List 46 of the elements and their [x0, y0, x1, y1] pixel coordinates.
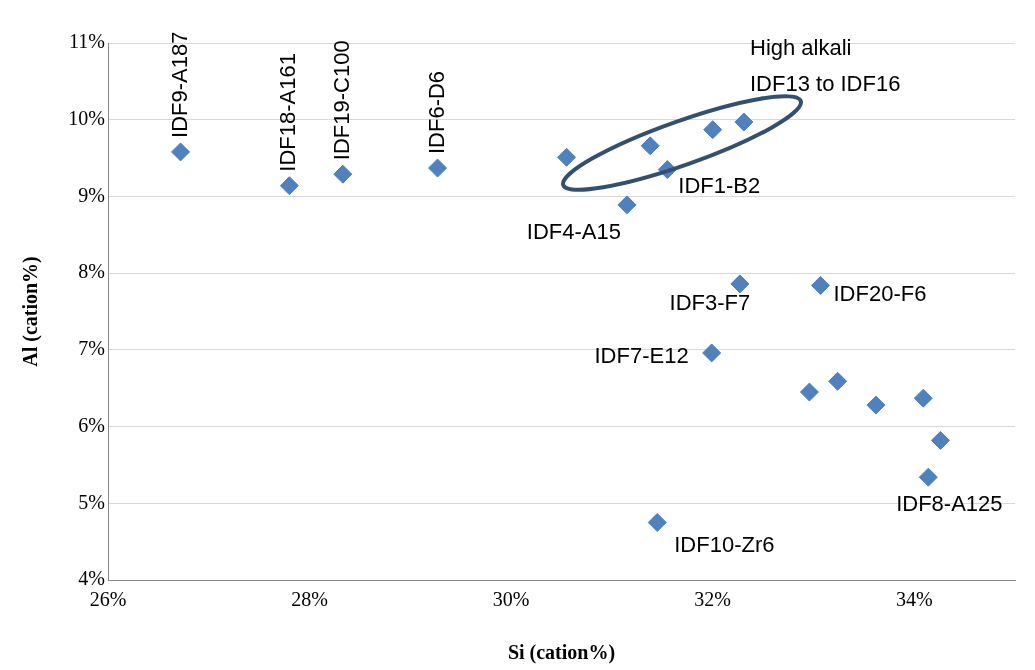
y-axis-title: Al (cation%): [19, 256, 43, 367]
x-tick-label: 30%: [492, 588, 530, 611]
annotation: IDF4-A15: [526, 218, 622, 244]
point: [428, 158, 448, 178]
annotation: IDF8-A125: [896, 491, 1003, 517]
point: [171, 142, 191, 162]
y-tick-label: 11%: [69, 30, 105, 53]
y-tick-label: 10%: [68, 106, 105, 129]
y-tick-label: 8%: [78, 260, 105, 283]
point: [647, 512, 667, 532]
point: [640, 136, 660, 156]
annotation: IDF10-Zr6: [674, 531, 775, 557]
point: [918, 467, 938, 487]
x-axis-title: Si (cation%): [507, 641, 616, 665]
annotation: IDF19-C100: [328, 40, 354, 161]
x-tick-label: 26%: [89, 588, 127, 611]
point: [913, 388, 933, 408]
x-tick-label: 32%: [694, 588, 731, 611]
y-tick-label: 5%: [78, 490, 105, 513]
x-tick-label: 28%: [291, 588, 328, 611]
y-tick-label: 6%: [78, 413, 105, 436]
annotation: High alkali IDF13 to IDF16: [750, 35, 901, 97]
y-tick-label: 9%: [78, 183, 105, 206]
annotation: IDF20-F6: [833, 281, 927, 307]
point: [617, 195, 637, 215]
y-tick-label: 7%: [78, 337, 105, 360]
point: [930, 430, 950, 450]
annotation: IDF7-E12: [594, 342, 689, 368]
point: [811, 275, 830, 295]
point: [730, 274, 750, 294]
annotation: IDF6-D6: [423, 70, 449, 155]
annotation: IDF1-B2: [678, 172, 761, 198]
point: [703, 120, 723, 140]
y-tick-label: 4%: [78, 567, 105, 590]
annotation: IDF9-A187: [166, 31, 192, 138]
x-tick-label: 34%: [895, 588, 933, 611]
annotation: IDF18-A161: [275, 53, 301, 172]
point: [866, 395, 886, 415]
point: [279, 176, 299, 196]
point: [828, 371, 848, 391]
point: [702, 343, 722, 363]
point: [799, 382, 819, 402]
point: [734, 112, 754, 132]
point: [557, 147, 577, 167]
point: [333, 164, 353, 184]
annotation: IDF3-F7: [669, 289, 751, 315]
